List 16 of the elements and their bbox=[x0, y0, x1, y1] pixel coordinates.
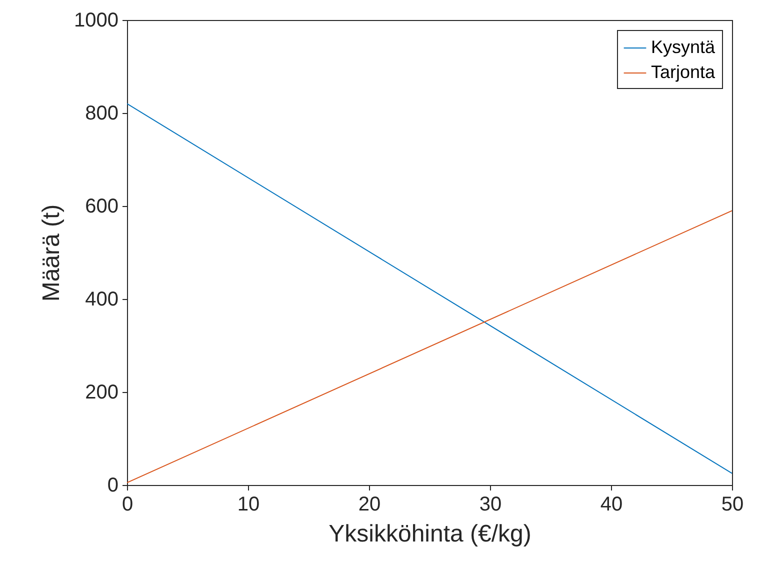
x-axis-title: Yksikköhinta (€/kg) bbox=[328, 520, 532, 548]
y-axis-title: Määrä (t) bbox=[38, 204, 66, 302]
legend-label: Kysyntä bbox=[651, 37, 716, 57]
y-tick-label: 800 bbox=[85, 102, 118, 124]
y-tick-label: 400 bbox=[85, 288, 118, 310]
x-tick-label: 10 bbox=[237, 494, 260, 516]
x-tick-label: 0 bbox=[122, 494, 134, 516]
y-tick-label: 600 bbox=[85, 196, 118, 218]
y-tick-label: 200 bbox=[85, 382, 118, 404]
x-tick-label: 30 bbox=[479, 494, 502, 516]
y-tick-label: 1000 bbox=[74, 10, 118, 32]
x-tick-label: 40 bbox=[600, 494, 623, 516]
legend-label: Tarjonta bbox=[651, 62, 716, 82]
y-tick-label: 0 bbox=[107, 474, 118, 496]
x-tick-label: 50 bbox=[721, 494, 744, 516]
x-tick-label: 20 bbox=[358, 494, 381, 516]
